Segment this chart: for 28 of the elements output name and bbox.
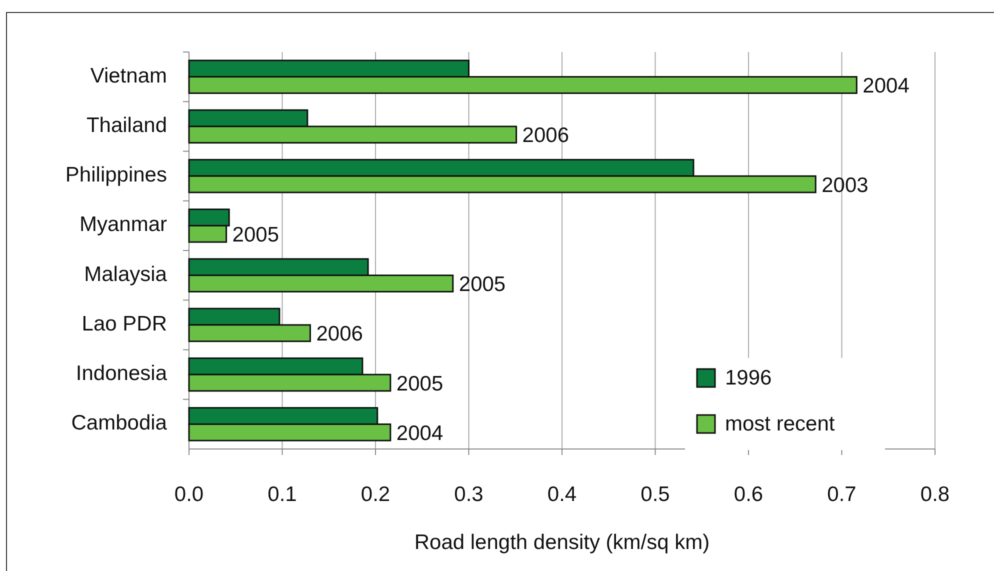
x-tick-label: 0.2 (360, 483, 390, 506)
x-tick-label: 0.3 (454, 483, 484, 506)
x-tick-label: 0.1 (268, 483, 297, 506)
y-tick-label: Malaysia (84, 262, 168, 286)
x-tick-label: 0.7 (827, 483, 856, 506)
annotation: 2005 (396, 372, 444, 396)
y-tick-label: Vietnam (90, 64, 167, 88)
annotation: 2004 (862, 74, 910, 98)
annotation: 2005 (232, 223, 280, 246)
annotation: 2005 (458, 273, 506, 296)
y-tick-label: Indonesia (76, 362, 168, 386)
x-tick-label: 0.6 (734, 483, 764, 506)
y-tick-label: Thailand (86, 114, 167, 137)
legend-label: 1996 (725, 366, 772, 390)
annotation: 2006 (316, 322, 363, 346)
x-tick-label: 0.5 (640, 483, 670, 506)
x-tick-label: 0.8 (920, 483, 950, 506)
y-tick-label: Myanmar (79, 213, 167, 236)
y-tick-label: Cambodia (71, 412, 168, 435)
x-tick-label: 0.0 (174, 483, 204, 506)
y-tick-label: Philippines (65, 164, 167, 187)
y-tick-label: Lao PDR (82, 312, 167, 336)
annotation: 2003 (822, 174, 868, 197)
annotation: 2004 (396, 422, 444, 445)
x-tick-label: 0.4 (547, 483, 577, 506)
x-axis-title: Road length density (km/sq km) (414, 531, 710, 554)
annotation: 2006 (522, 124, 570, 148)
legend-label: most recent (725, 412, 835, 436)
